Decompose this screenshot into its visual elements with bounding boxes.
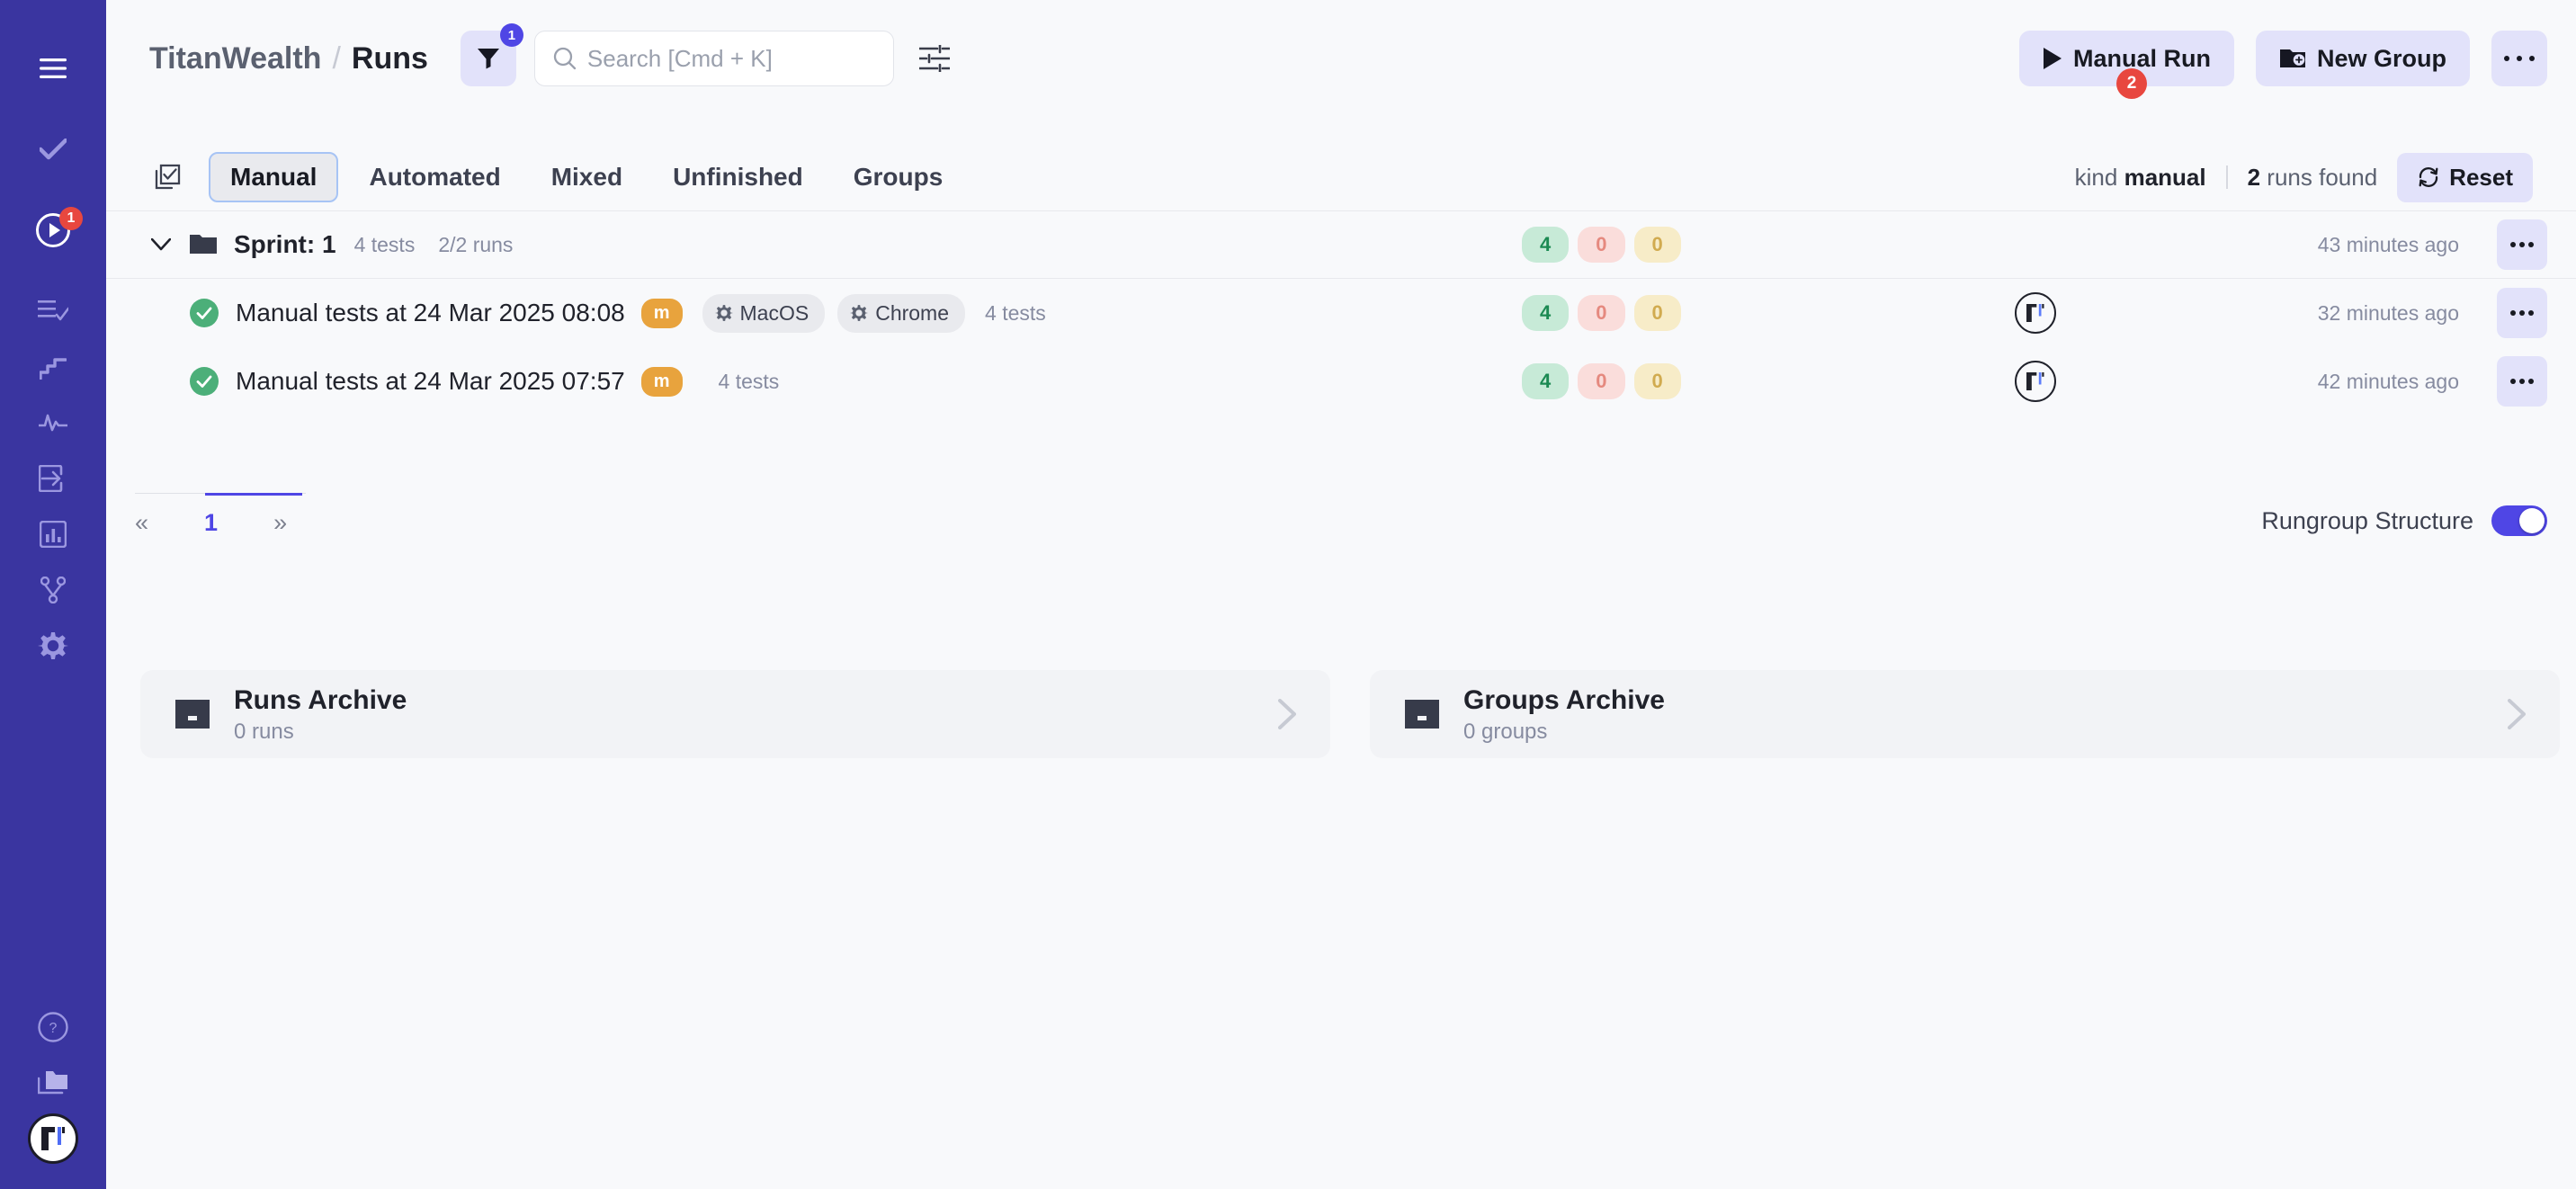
svg-text:?: ? — [49, 1021, 58, 1036]
